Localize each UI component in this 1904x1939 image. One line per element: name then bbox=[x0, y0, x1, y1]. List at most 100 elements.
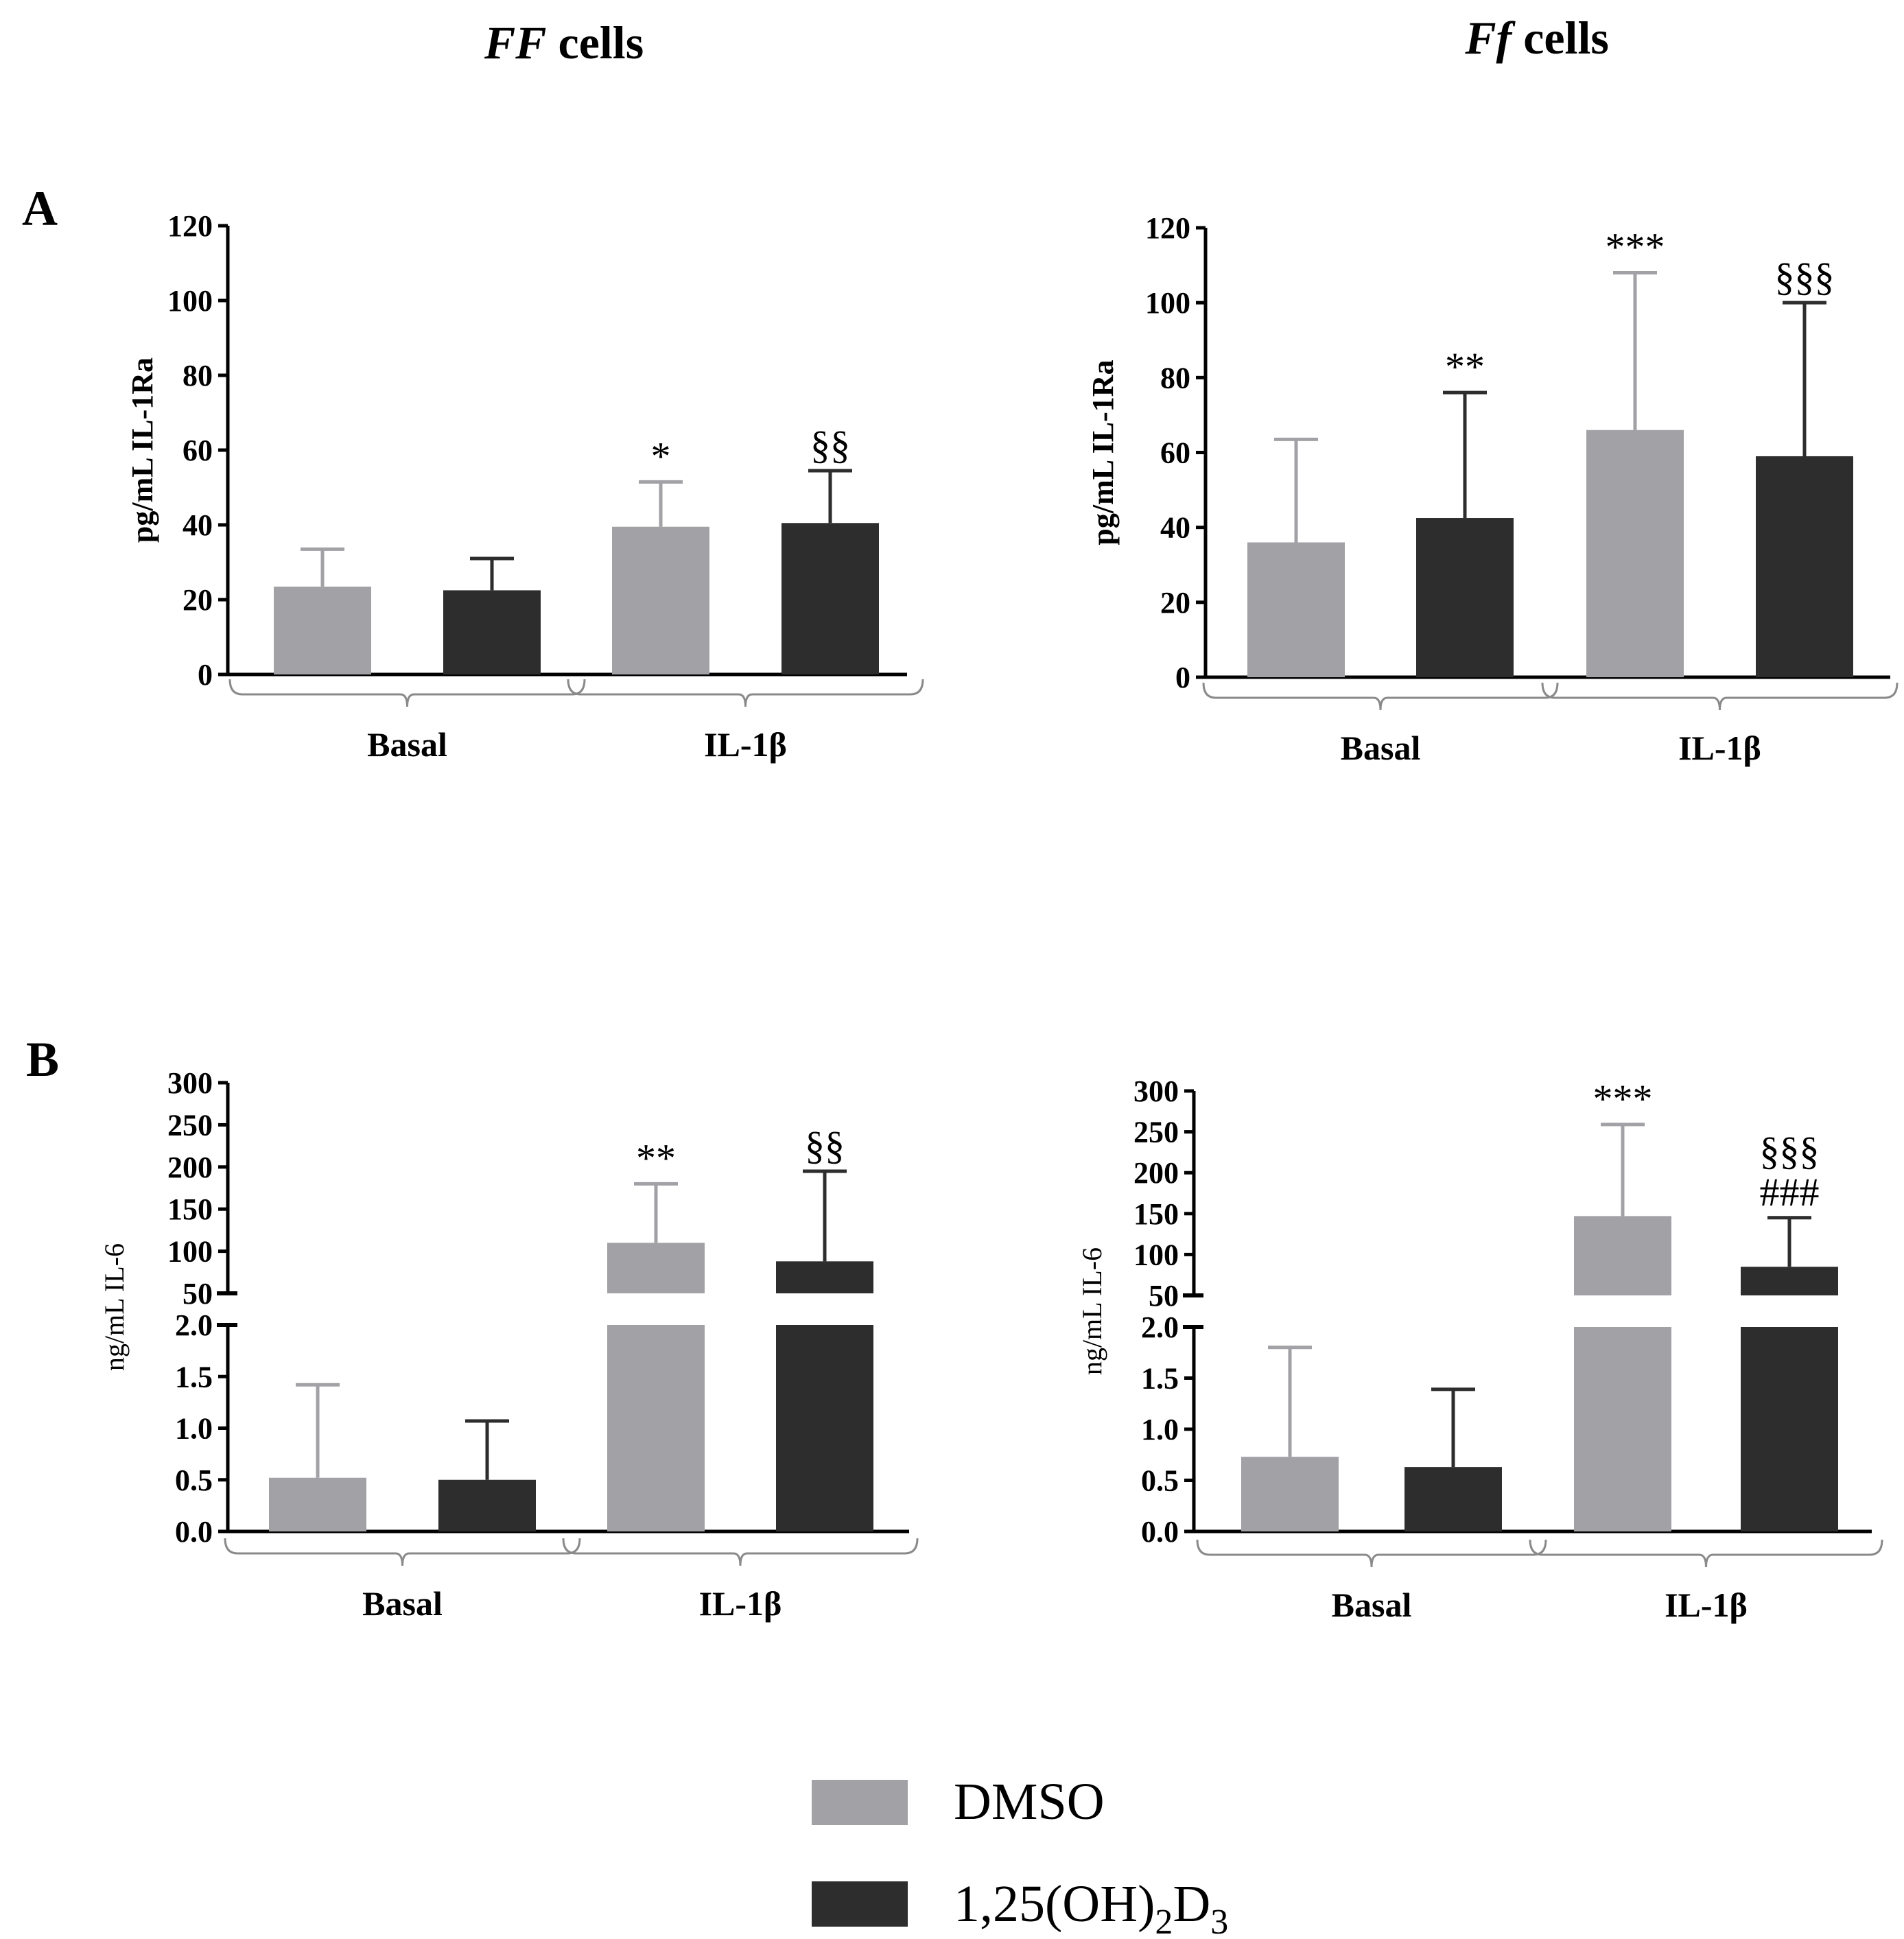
bar-B-Ff-s1-g1 bbox=[1741, 1327, 1838, 1531]
header-ff-lower: Ff cells bbox=[1464, 12, 1609, 64]
y-tick-label-B-Ff: 150 bbox=[1133, 1197, 1179, 1231]
bar-A-FF-s1-g0 bbox=[443, 590, 541, 674]
y-tick-label-B-Ff: 300 bbox=[1133, 1074, 1179, 1108]
y-tick-label-B-FF: 2.0 bbox=[175, 1308, 213, 1342]
y-tick-label-B-Ff: 200 bbox=[1133, 1156, 1179, 1190]
y-tick-label-B-FF: 150 bbox=[167, 1192, 213, 1226]
bar-B-FF-s1-g1 bbox=[776, 1325, 873, 1531]
y-tick-label-B-FF: 1.0 bbox=[175, 1412, 213, 1446]
chart-il1ra-ff: 0 20 40 60 80 100 120 pg/mL IL-1Ra * §§ Basal IL-1β bbox=[126, 209, 924, 764]
legend-label-dmso: DMSO bbox=[954, 1773, 1105, 1831]
y-tick-label-B-FF: 0.0 bbox=[175, 1515, 213, 1549]
legend-swatch-dmso bbox=[812, 1780, 908, 1825]
bar-A-FF-s1-g1 bbox=[781, 523, 879, 674]
bar-B-Ff-s0-g1-upper bbox=[1574, 1216, 1671, 1295]
header-ff: FF cells bbox=[484, 16, 644, 69]
bar-B-Ff-s1-g1-upper bbox=[1741, 1267, 1838, 1295]
group-label-B-FF-0: Basal bbox=[362, 1584, 443, 1623]
bar-A-Ff-s0-g1 bbox=[1586, 430, 1684, 677]
annotation-B-FF-s0-g1: ** bbox=[636, 1136, 676, 1180]
y-tick-label-B-FF: 0.5 bbox=[175, 1464, 213, 1497]
header-ff-lower-italic: Ff bbox=[1464, 12, 1516, 64]
bar-B-FF-s1-g1-upper bbox=[776, 1261, 873, 1293]
group-label-B-FF-1: IL-1β bbox=[699, 1584, 782, 1623]
y-tick-label-B-Ff: 1.0 bbox=[1141, 1413, 1179, 1446]
y-tick-label-B-FF: 250 bbox=[167, 1108, 213, 1142]
y-tick-label-A-FF: 0 bbox=[198, 658, 213, 692]
annotation-A-Ff-s1-g1: §§§ bbox=[1775, 255, 1835, 299]
group-brace-A-Ff-1 bbox=[1541, 682, 1899, 711]
y-tick-label-B-FF: 200 bbox=[167, 1151, 213, 1184]
bar-B-FF-s0-g1 bbox=[607, 1325, 705, 1531]
group-brace-B-FF-0 bbox=[224, 1538, 581, 1566]
chart-il6-ff: 0.0 0.5 1.0 1.5 2.050 100 150 200 250 300 ng/mL IL… bbox=[99, 1066, 919, 1623]
y-axis-label-A-FF: pg/mL IL-1Ra bbox=[126, 357, 159, 543]
group-brace-B-Ff-1 bbox=[1529, 1539, 1883, 1568]
legend: DMSO 1,25(OH)2D3 bbox=[812, 1773, 1228, 1939]
group-brace-B-Ff-0 bbox=[1196, 1539, 1547, 1568]
group-brace-A-FF-1 bbox=[567, 679, 924, 707]
y-tick-label-A-FF: 60 bbox=[183, 434, 213, 467]
bar-B-FF-s0-g1-upper bbox=[607, 1243, 705, 1293]
group-brace-B-FF-1 bbox=[562, 1538, 919, 1566]
y-tick-label-B-Ff: 100 bbox=[1133, 1238, 1179, 1271]
y-tick-label-B-FF: 1.5 bbox=[175, 1360, 213, 1394]
bar-B-Ff-s1-g0 bbox=[1405, 1467, 1502, 1531]
header-ff-italic: FF bbox=[484, 16, 547, 69]
y-tick-label-A-Ff: 100 bbox=[1145, 286, 1190, 320]
y-tick-label-A-Ff: 60 bbox=[1160, 436, 1190, 470]
group-label-B-Ff-1: IL-1β bbox=[1665, 1586, 1748, 1624]
y-tick-label-B-Ff: 250 bbox=[1133, 1116, 1179, 1149]
bar-A-Ff-s0-g0 bbox=[1247, 542, 1345, 677]
y-tick-label-B-FF: 100 bbox=[167, 1235, 213, 1269]
y-tick-label-B-FF: 50 bbox=[183, 1277, 213, 1311]
y-tick-label-B-Ff: 0.5 bbox=[1141, 1464, 1179, 1498]
y-tick-label-B-FF: 300 bbox=[167, 1066, 213, 1100]
annotation-A-Ff-s1-g0: ** bbox=[1445, 344, 1485, 389]
bar-B-FF-s0-g0 bbox=[269, 1477, 366, 1531]
group-brace-A-Ff-0 bbox=[1202, 682, 1559, 711]
y-tick-label-A-FF: 100 bbox=[167, 284, 213, 318]
annotation-B-Ff-s0-g1: *** bbox=[1593, 1077, 1653, 1121]
panel-label-b: B bbox=[26, 1032, 59, 1087]
y-tick-label-B-Ff: 50 bbox=[1149, 1279, 1179, 1313]
group-label-A-FF-0: Basal bbox=[367, 725, 447, 764]
y-tick-label-A-Ff: 120 bbox=[1145, 211, 1190, 245]
y-axis-label-B-FF: ng/mL IL-6 bbox=[99, 1243, 130, 1371]
group-brace-A-FF-0 bbox=[228, 679, 586, 707]
group-label-B-Ff-0: Basal bbox=[1332, 1586, 1412, 1624]
bar-A-Ff-s1-g1 bbox=[1756, 456, 1853, 677]
y-tick-label-A-Ff: 20 bbox=[1160, 586, 1190, 620]
legend-vd3-mid: D bbox=[1173, 1875, 1210, 1933]
header-ff-rest: cells bbox=[547, 16, 644, 69]
bar-B-FF-s1-g0 bbox=[438, 1479, 536, 1531]
y-tick-label-A-FF: 120 bbox=[167, 209, 213, 243]
y-axis-label-B-Ff: ng/mL IL-6 bbox=[1077, 1247, 1107, 1375]
legend-vd3-sub2: 3 bbox=[1210, 1903, 1228, 1939]
y-tick-label-A-Ff: 40 bbox=[1160, 511, 1190, 545]
annotation-A-FF-s0-g1: * bbox=[651, 434, 671, 478]
legend-vd3-sub1: 2 bbox=[1155, 1903, 1173, 1939]
bar-B-Ff-s0-g0 bbox=[1241, 1457, 1339, 1531]
annotation-B-FF-s1-g1: §§ bbox=[805, 1123, 845, 1168]
annotation-B-Ff-s1-g1: ### bbox=[1760, 1170, 1820, 1214]
annotation-A-FF-s1-g1: §§ bbox=[810, 423, 850, 467]
group-label-A-FF-1: IL-1β bbox=[704, 725, 787, 764]
annotation-B-Ff-s1-g1: §§§ bbox=[1760, 1129, 1820, 1173]
legend-swatch-vd3 bbox=[812, 1881, 908, 1927]
bar-A-FF-s0-g1 bbox=[612, 526, 709, 674]
bar-A-Ff-s1-g0 bbox=[1416, 518, 1514, 677]
chart-il6-ff-lower: 0.0 0.5 1.0 1.5 2.050 100 150 200 250 300 ng/mL IL… bbox=[1077, 1074, 1883, 1624]
y-tick-label-A-Ff: 80 bbox=[1160, 361, 1190, 395]
bar-A-FF-s0-g0 bbox=[274, 586, 371, 674]
legend-vd3-main: 1,25(OH) bbox=[954, 1875, 1155, 1933]
y-tick-label-A-FF: 20 bbox=[183, 583, 213, 617]
y-tick-label-B-Ff: 1.5 bbox=[1141, 1362, 1179, 1396]
y-tick-label-B-Ff: 2.0 bbox=[1141, 1311, 1179, 1344]
y-tick-label-A-Ff: 0 bbox=[1175, 661, 1190, 694]
bar-B-Ff-s0-g1 bbox=[1574, 1327, 1671, 1531]
y-tick-label-A-FF: 80 bbox=[183, 359, 213, 392]
legend-label-vd3: 1,25(OH)2D3 bbox=[954, 1875, 1228, 1939]
